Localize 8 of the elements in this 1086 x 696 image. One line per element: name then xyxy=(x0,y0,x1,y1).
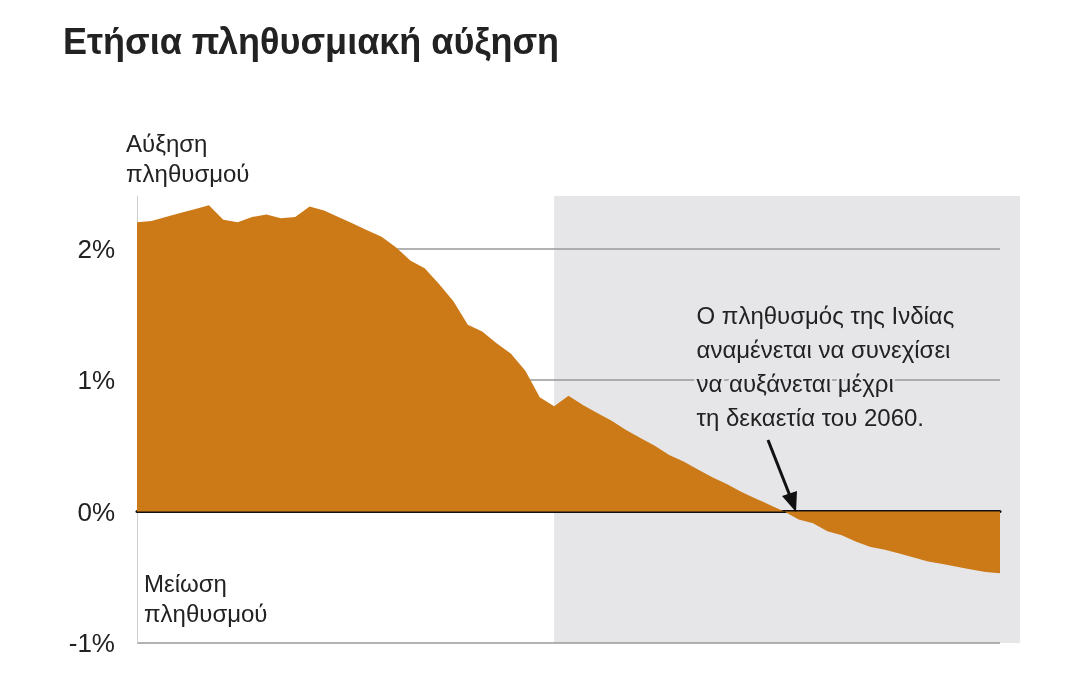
y-tick-label: 2% xyxy=(77,233,115,264)
y-tick-label: 0% xyxy=(77,496,115,527)
annotation: Ο πληθυσμός της Ινδίας αναμένεται να συνεχίσει να αυξάνεται μέχρι τη δεκαετία του 2060. xyxy=(696,301,955,431)
text: Αύξηση πληθυσμού xyxy=(126,129,250,187)
annotation: Μείωση πληθυσμού xyxy=(144,569,268,627)
y-tick-label: -1% xyxy=(68,628,115,658)
chart-title: Ετήσια πληθυσμιακή αύξηση xyxy=(63,20,560,62)
y-tick-label: 1% xyxy=(77,365,115,396)
